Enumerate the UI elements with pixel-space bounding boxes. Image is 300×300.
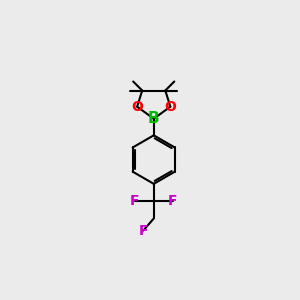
Text: F: F <box>139 224 148 238</box>
Text: F: F <box>168 194 177 208</box>
Text: B: B <box>148 111 160 126</box>
Text: O: O <box>131 100 143 114</box>
Text: O: O <box>164 100 176 114</box>
Text: F: F <box>130 194 140 208</box>
